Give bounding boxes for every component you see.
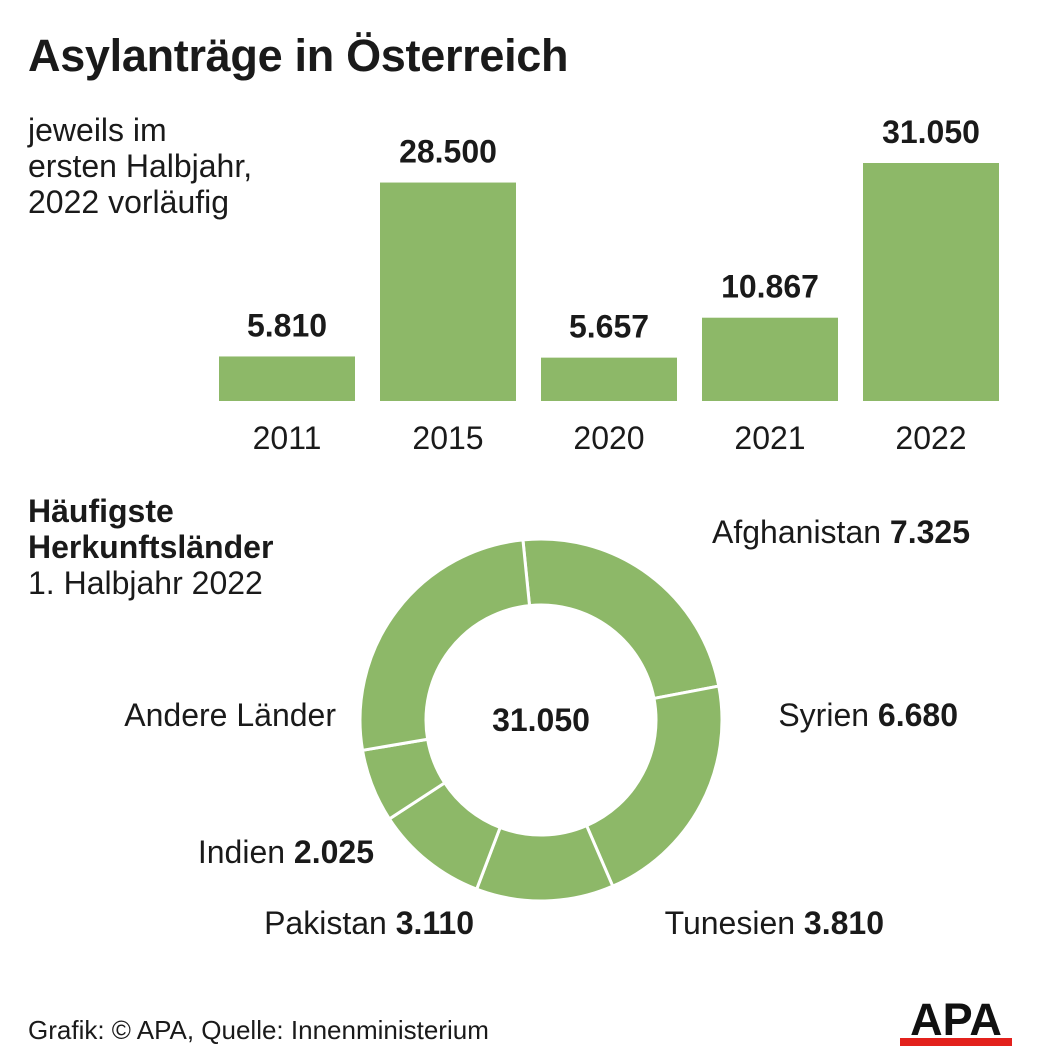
slice-andere-länder bbox=[358, 538, 532, 753]
donut-chart: Afghanistan 7.325 Syrien 6.680 Tunesien 3.… bbox=[124, 514, 970, 941]
bar-value-label: 5.657 bbox=[569, 309, 649, 345]
slice-syrien bbox=[584, 684, 724, 889]
donut-title-line-1: Häufigste bbox=[28, 493, 174, 529]
donut-title-line-2: Herkunftsländer bbox=[28, 529, 274, 565]
category-label: 2011 bbox=[253, 420, 322, 456]
chart-title: Asylanträge in Österreich bbox=[28, 30, 569, 81]
slice-value: 3.110 bbox=[387, 905, 474, 941]
slice-name: Pakistan bbox=[264, 905, 387, 941]
bar-value-label: 10.867 bbox=[721, 269, 819, 305]
category-label: 2022 bbox=[895, 420, 966, 456]
bar-2020 bbox=[541, 357, 677, 401]
slice-value: 2.025 bbox=[285, 834, 374, 870]
slice-label: Syrien 6.680 bbox=[778, 697, 958, 733]
bar-2021 bbox=[702, 317, 838, 401]
slice-label: Afghanistan 7.325 bbox=[712, 514, 970, 550]
donut-heading: Häufigste Herkunftsländer 1. Halbjahr 20… bbox=[28, 493, 273, 601]
slice-value: 3.810 bbox=[795, 905, 884, 941]
apa-logo: APA bbox=[900, 998, 1012, 1046]
donut-subtitle: 1. Halbjahr 2022 bbox=[28, 565, 263, 601]
slice-value: 7.325 bbox=[881, 514, 970, 550]
subtitle-line-2: ersten Halbjahr, bbox=[28, 148, 253, 184]
bar-2015 bbox=[380, 182, 516, 401]
slice-label: Indien 2.025 bbox=[198, 834, 374, 870]
subtitle-line-3: 2022 vorläufig bbox=[28, 184, 230, 220]
slice-name: Tunesien bbox=[665, 905, 795, 941]
slice-label: Tunesien 3.810 bbox=[665, 905, 884, 941]
slice-name: Syrien bbox=[778, 697, 869, 733]
bar-2022 bbox=[863, 163, 999, 401]
slice-name: Andere Länder bbox=[124, 697, 336, 733]
subtitle-line-1: jeweils im bbox=[28, 112, 167, 148]
slice-name: Indien bbox=[198, 834, 285, 870]
bar-value-label: 31.050 bbox=[882, 114, 980, 150]
slice-label: Andere Länder bbox=[124, 697, 336, 733]
category-label: 2020 bbox=[573, 420, 644, 456]
bar-value-label: 5.810 bbox=[247, 307, 327, 343]
slice-afghanistan bbox=[521, 537, 721, 701]
category-label: 2015 bbox=[412, 420, 483, 456]
category-label: 2021 bbox=[734, 420, 805, 456]
svg-text:APA: APA bbox=[910, 998, 1002, 1045]
bar-value-label: 28.500 bbox=[399, 134, 497, 170]
source-note: Grafik: © APA, Quelle: Innenministerium bbox=[28, 1015, 489, 1045]
slice-label: Pakistan 3.110 bbox=[264, 905, 474, 941]
donut-center-total: 31.050 bbox=[492, 702, 590, 738]
slice-value: 6.680 bbox=[869, 697, 958, 733]
slice-name: Afghanistan bbox=[712, 514, 881, 550]
bar-2011 bbox=[219, 356, 355, 401]
bar-chart: 5.810 2011 28.500 2015 5.657 2020 10.867 2021 31… bbox=[219, 114, 999, 456]
